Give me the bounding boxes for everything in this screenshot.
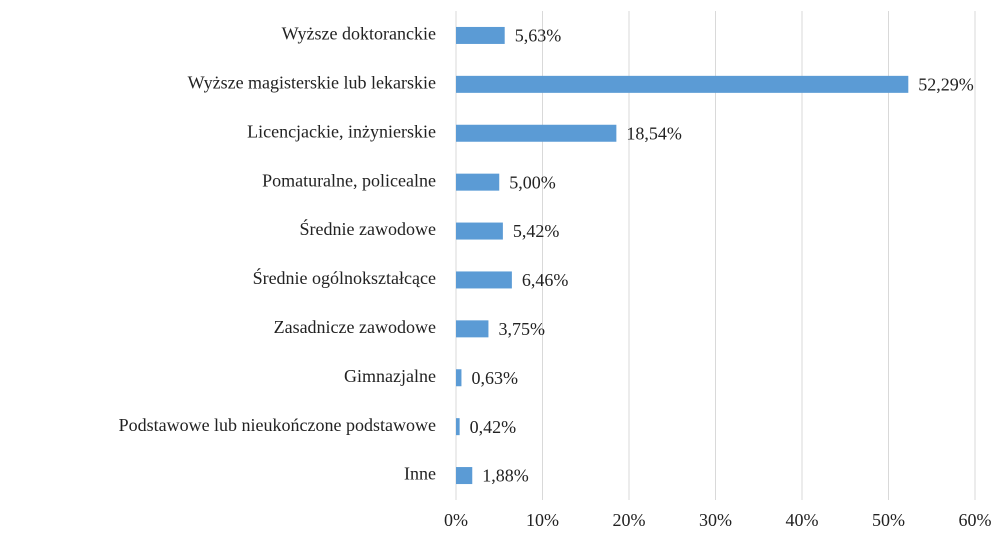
y-tick-label: Inne [404,464,436,484]
y-tick-label: Podstawowe lub nieukończone podstawowe [119,415,436,435]
x-tick-label: 50% [872,510,905,530]
bar [456,369,462,387]
data-label: 5,63% [515,26,562,46]
x-tick-label: 60% [959,510,992,530]
data-label: 5,42% [513,221,560,241]
data-label: 52,29% [918,74,974,94]
data-label: 18,54% [626,123,682,143]
data-label: 1,88% [482,466,528,486]
bar [456,124,617,142]
y-tick-label: Licencjackie, inżynierskie [247,121,436,141]
x-tick-label: 30% [699,510,732,530]
bar [456,75,909,93]
x-tick-label: 10% [526,510,559,530]
bar [456,26,505,44]
data-label: 0,63% [471,368,517,388]
x-tick-label: 0% [444,510,468,530]
y-tick-label: Gimnazjalne [344,366,436,386]
y-tick-label: Zasadnicze zawodowe [274,317,436,337]
data-label: 0,42% [470,417,517,437]
x-tick-label: 40% [786,510,819,530]
bar [456,320,489,338]
y-tick-label: Średnie ogólnokształcące [253,267,436,288]
data-label: 6,46% [522,270,569,290]
bar [456,418,460,436]
y-tick-label: Wyższe doktoranckie [282,24,436,44]
bar [456,173,500,191]
y-tick-label: Wyższe magisterskie lub lekarskie [188,72,436,92]
y-tick-label: Średnie zawodowe [300,218,436,239]
bar [456,271,512,289]
x-tick-label: 20% [613,510,646,530]
data-label: 3,75% [498,319,545,339]
data-label: 5,00% [509,172,556,192]
bar [456,467,473,485]
bar [456,222,503,240]
y-tick-label: Pomaturalne, policealne [262,170,436,190]
